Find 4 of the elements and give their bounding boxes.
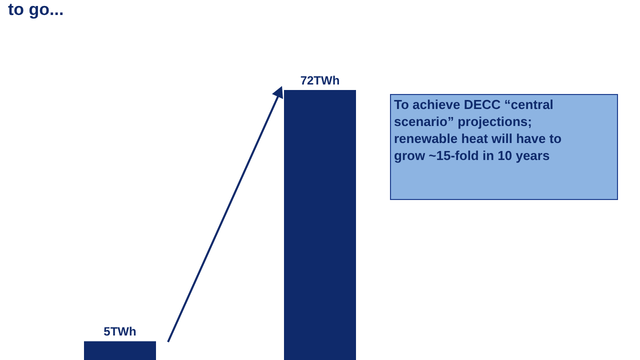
- chart-title: to go...: [8, 0, 64, 20]
- data-label: 5TWh: [104, 324, 136, 339]
- data-label: 72TWh: [300, 73, 340, 88]
- annotation: To achieve DECC “central scenario” projections; renewable heat will have to grow ~15-fold in 10 years: [394, 96, 563, 164]
